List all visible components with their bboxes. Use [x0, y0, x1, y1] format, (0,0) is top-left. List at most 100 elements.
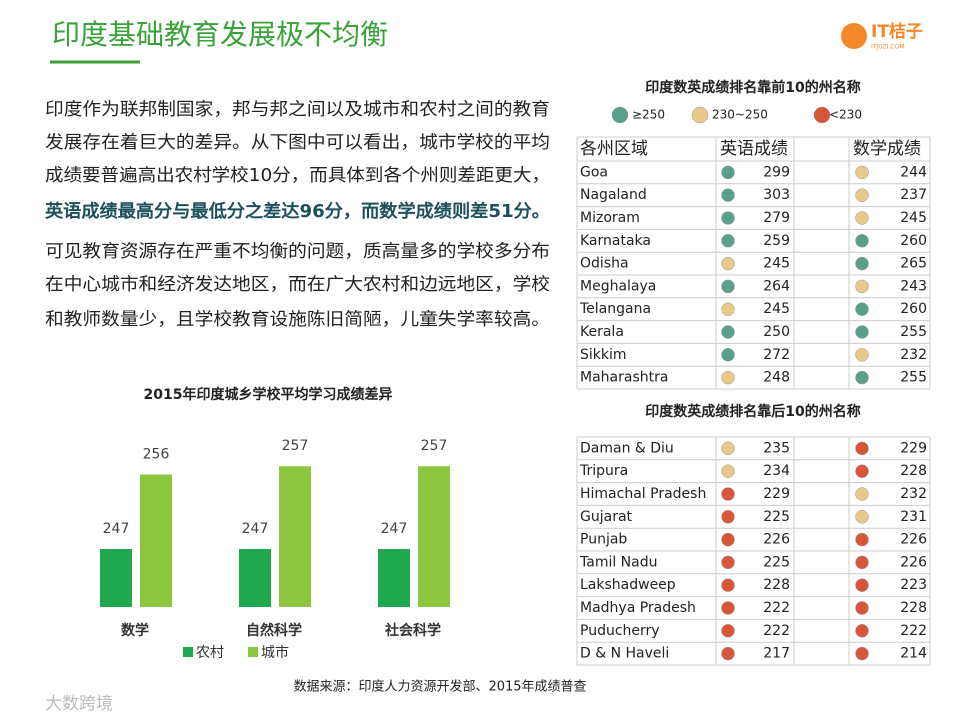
- value-label: 257: [282, 438, 309, 454]
- paragraph-line: 发展存在着巨大的差异。从下图中可以看出，城市学校的平均: [45, 133, 550, 153]
- english-score: 234: [763, 463, 790, 479]
- region: D & N Haveli: [580, 646, 669, 662]
- region: Himachal Pradesh: [580, 486, 706, 502]
- region: Daman & Diu: [580, 440, 674, 456]
- legend-dot: [691, 106, 709, 124]
- bar: [378, 549, 410, 607]
- math-score: 223: [900, 577, 927, 593]
- value-label: 257: [421, 438, 448, 454]
- legend-label: <230: [829, 108, 862, 122]
- score-dot: [855, 188, 869, 202]
- score-dot: [855, 302, 869, 316]
- region: Meghalaya: [580, 278, 656, 294]
- region: Goa: [580, 164, 608, 180]
- english-score: 279: [763, 210, 790, 226]
- score-dot: [721, 256, 735, 271]
- paragraph-line: 可见教育资源存在严重不均衡的问题，质高量多的学校多分布: [45, 242, 550, 262]
- math-score: 226: [900, 532, 927, 548]
- score-dot: [721, 578, 735, 592]
- region: Gujarat: [580, 509, 633, 525]
- english-score: 259: [763, 233, 790, 249]
- math-score: 228: [900, 600, 927, 616]
- english-score: 245: [763, 256, 790, 272]
- score-dot: [721, 487, 735, 501]
- score-dot: [721, 646, 735, 661]
- paragraph-line: 英语成绩最高分与最低分之差达96分，而数学成绩则差51分。: [45, 201, 550, 222]
- score-dot: [721, 441, 735, 456]
- legend-label: 230~250: [712, 108, 768, 122]
- region: Mizoram: [580, 210, 640, 226]
- score-dot: [721, 165, 735, 180]
- score-dot: [721, 601, 735, 615]
- legend-dot: [611, 106, 629, 124]
- table-title: 印度数英成绩排名靠前10的州名称: [645, 79, 860, 96]
- bar: [418, 466, 450, 607]
- paragraph-line: 成绩要普遍高出农村学校10分，而具体到各个州则差距更大，: [45, 166, 550, 186]
- bar: [279, 466, 311, 607]
- score-dot: [855, 370, 869, 385]
- score-dot: [855, 211, 869, 225]
- score-dot: [855, 464, 869, 478]
- value-label: 247: [242, 521, 269, 537]
- score-dot: [721, 302, 735, 316]
- english-score: 245: [763, 301, 790, 317]
- math-score: 222: [900, 623, 927, 639]
- score-dot: [721, 211, 735, 225]
- x-tick-label: 社会科学: [384, 622, 441, 639]
- legend-swatch: [183, 647, 193, 657]
- region: Lakshadweep: [580, 577, 676, 593]
- english-score: 225: [763, 509, 790, 525]
- english-score: 222: [763, 600, 790, 616]
- english-score: 272: [763, 347, 790, 363]
- score-dot: [855, 487, 869, 501]
- value-label: 247: [103, 521, 130, 537]
- region: Kerala: [580, 324, 624, 340]
- english-score: 248: [763, 370, 790, 386]
- english-score: 229: [763, 486, 790, 502]
- table-header: 各州区域: [580, 139, 648, 159]
- score-dot: [855, 234, 869, 248]
- score-dot: [721, 279, 735, 294]
- english-score: 222: [763, 623, 790, 639]
- x-tick-label: 自然科学: [246, 622, 302, 639]
- paragraph-line: 印度作为联邦制国家，邦与邦之间以及城市和农村之间的教育: [45, 100, 550, 120]
- english-score: 226: [763, 532, 790, 548]
- english-score: 235: [763, 440, 790, 456]
- legend-label: 农村: [196, 645, 224, 661]
- score-dot: [855, 624, 869, 638]
- region: Madhya Pradesh: [580, 600, 696, 616]
- english-score: 217: [763, 646, 790, 662]
- table-title: 印度数英成绩排名靠后10的州名称: [645, 403, 860, 420]
- score-dot: [855, 555, 869, 570]
- legend-label: 城市: [261, 644, 289, 661]
- score-dot: [855, 510, 869, 524]
- score-dot: [721, 348, 735, 362]
- math-score: 244: [900, 164, 927, 180]
- bar: [140, 474, 172, 607]
- math-score: 245: [900, 210, 927, 226]
- region: Puducherry: [580, 623, 660, 639]
- math-score: 243: [900, 278, 927, 294]
- score-dot: [721, 532, 735, 547]
- slide-title: 印度基础教育发展极不均衡: [52, 18, 388, 51]
- english-score: 303: [763, 187, 790, 203]
- score-dot: [855, 441, 869, 456]
- score-dot: [855, 601, 869, 615]
- region: Tripura: [579, 463, 628, 479]
- source: 数据来源：印度人力资源开发部、2015年成绩普查: [293, 679, 586, 695]
- value-label: 256: [143, 447, 170, 463]
- region: Telangana: [579, 301, 651, 317]
- score-dot: [721, 370, 735, 385]
- region: Maharashtra: [580, 370, 668, 386]
- region: Tamil Nadu: [579, 554, 658, 570]
- math-score: 260: [900, 301, 927, 317]
- region: Sikkim: [580, 347, 627, 363]
- math-score: 232: [900, 486, 927, 502]
- chart-title: 2015年印度城乡学校平均学习成绩差异: [144, 386, 393, 403]
- score-dot: [721, 188, 735, 202]
- score-dot: [721, 624, 735, 638]
- bar: [239, 549, 271, 607]
- score-dot: [855, 256, 869, 271]
- paragraph-line: 在中心城市和经济发达地区，而在广大农村和边远地区，学校: [45, 275, 550, 295]
